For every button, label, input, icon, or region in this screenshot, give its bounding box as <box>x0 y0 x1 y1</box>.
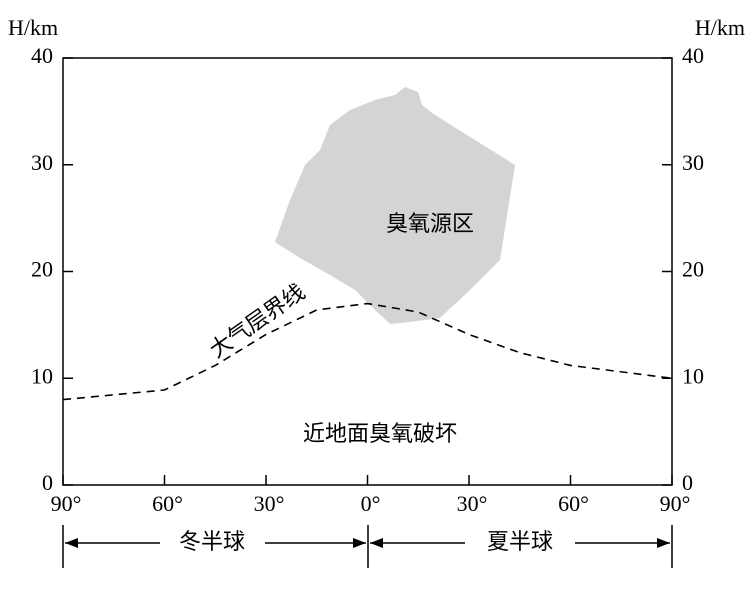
y-axis-label: H/km <box>8 15 58 40</box>
y-tick-label: 0 <box>42 470 53 495</box>
series-label: 大气层界线 <box>205 280 309 364</box>
hemisphere-label: 夏半球 <box>487 530 553 555</box>
y-tick-label: 30 <box>31 150 53 175</box>
x-tick-label: 0° <box>361 491 381 516</box>
region-label: 臭氧源区 <box>386 212 474 237</box>
y-tick-label: 40 <box>31 43 53 68</box>
y2-axis-label: H/km <box>695 15 745 40</box>
hemisphere-label: 冬半球 <box>179 530 245 555</box>
y-tick-label: 10 <box>31 363 53 388</box>
x-tick-label: 60° <box>152 491 183 516</box>
surface-label: 近地面臭氧破坏 <box>303 422 457 447</box>
x-tick-label: 90° <box>51 491 82 516</box>
x-tick-label: 60° <box>558 491 589 516</box>
x-tick-label: 30° <box>457 491 488 516</box>
x-tick-label: 90° <box>660 491 691 516</box>
y2-tick-label: 40 <box>682 43 704 68</box>
y2-tick-label: 10 <box>682 363 704 388</box>
ozone-source-region <box>275 87 515 324</box>
y2-tick-label: 20 <box>682 257 704 282</box>
boundary-line <box>62 302 673 401</box>
y-tick-label: 20 <box>31 257 53 282</box>
x-tick-label: 30° <box>254 491 285 516</box>
y2-tick-label: 30 <box>682 150 704 175</box>
y2-tick-label: 0 <box>682 470 693 495</box>
